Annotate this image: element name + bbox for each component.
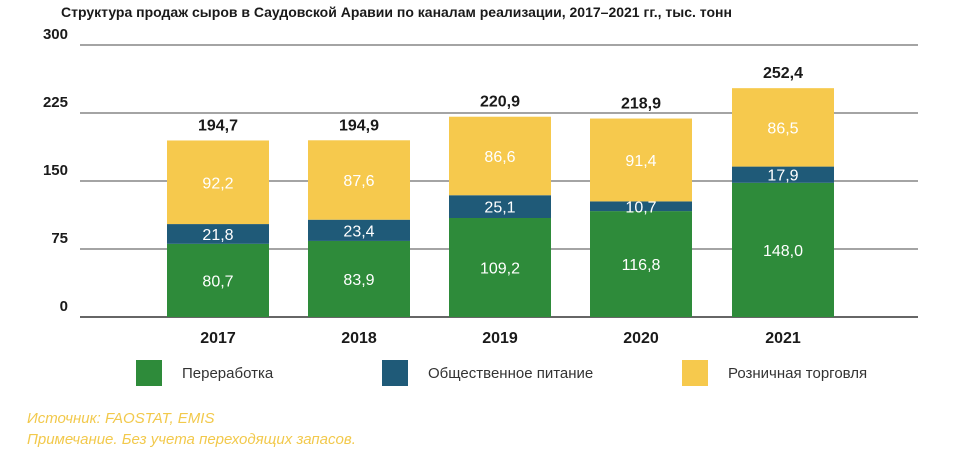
legend-label: Переработка [182,364,274,382]
total-label: 218,9 [621,96,661,113]
data-label: 80,7 [202,273,233,290]
legend: Переработка Общественное питание Розничн… [0,360,978,396]
bar-segment [449,195,551,218]
data-label: 86,5 [767,120,798,137]
x-tick-label: 2021 [765,330,801,347]
legend-item-retail: Розничная торговля [682,360,867,386]
data-label: 17,9 [767,168,798,185]
data-label: 25,1 [484,200,515,217]
total-label: 194,7 [198,117,238,134]
bar-segment [449,116,551,196]
bar-segment [449,217,551,317]
y-axis-ticks: 0 75 150 225 300 [43,26,68,315]
legend-swatch-retail [682,360,708,386]
total-label: 252,4 [763,65,803,82]
legend-item-processing: Переработка [136,360,273,386]
y-tick-label: 75 [51,230,68,247]
bar-segment [167,140,269,225]
bar-segment [308,219,410,241]
y-tick-label: 300 [43,26,68,43]
x-tick-label: 2020 [623,330,659,347]
legend-label: Общественное питание [428,364,594,382]
y-tick-label: 0 [60,298,68,315]
x-tick-label: 2018 [341,330,377,347]
legend-swatch-processing [136,360,162,386]
data-label: 116,8 [622,257,661,274]
stacked-bar-chart: 0 75 150 225 300 80,7 21,8 92,2 194,7 83,9 23,4 87… [43,26,918,347]
bar-segment [308,240,410,317]
total-label: 194,9 [339,117,379,134]
data-label: 91,4 [625,153,656,170]
data-label: 109,2 [480,260,520,277]
remark-note: Примечание. Без учета переходящих запасо… [27,431,356,448]
y-tick-label: 150 [43,162,68,179]
data-label: 87,6 [343,173,374,190]
y-tick-label: 225 [43,94,68,111]
data-label: 10,7 [625,199,656,216]
bars: 80,7 21,8 92,2 194,7 83,9 23,4 87,6 194,9 109,2 2… [167,65,834,317]
bar-segment [167,243,269,317]
legend-swatch-foodservice [382,360,408,386]
data-label: 148,0 [763,243,803,260]
x-axis-ticks: 2017 2018 2019 2020 2021 [200,330,801,347]
legend-label: Розничная торговля [728,364,868,382]
total-label: 220,9 [480,94,520,111]
footnotes: Источник: FAOSTAT, EMIS Примечание. Без … [27,408,356,450]
source-note: Источник: FAOSTAT, EMIS [27,410,215,427]
bar-segment [590,211,692,317]
data-label: 83,9 [343,272,374,289]
bar-segment [167,224,269,244]
bar-segment [308,140,410,220]
data-label: 21,8 [202,227,233,244]
bar-segment [732,88,834,167]
bar-segment [732,182,834,317]
data-label: 86,6 [484,149,515,166]
x-tick-label: 2017 [200,330,236,347]
chart-title: Структура продаж сыров в Саудовской Арав… [61,4,732,20]
data-label: 23,4 [343,223,374,240]
legend-item-foodservice: Общественное питание [382,360,593,386]
bar-segment [732,166,834,183]
x-tick-label: 2019 [482,330,518,347]
bar-segment [590,201,692,212]
bar-segment [590,118,692,202]
data-label: 92,2 [202,175,233,192]
